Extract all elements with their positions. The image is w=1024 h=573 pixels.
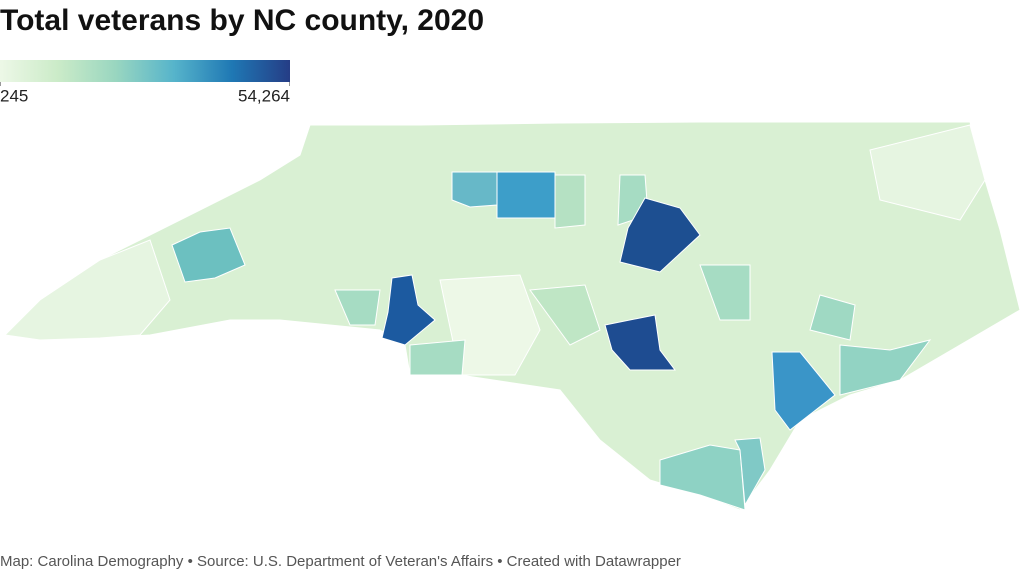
legend-label: 54,264 [238, 86, 290, 105]
county [529, 284, 601, 346]
map-title: Total veterans by NC county, 2020 [0, 4, 484, 37]
county [869, 124, 986, 221]
county [334, 289, 381, 326]
legend: 245 54,264 [0, 82, 290, 105]
county [619, 197, 701, 273]
county [771, 351, 836, 431]
county [839, 339, 932, 396]
county [381, 274, 436, 346]
legend-label: 245 [0, 86, 28, 105]
state-map [3, 121, 1021, 511]
county [659, 444, 746, 511]
county [699, 264, 751, 321]
legend-bar [0, 60, 290, 82]
county [171, 227, 246, 283]
county [809, 294, 856, 341]
county [604, 314, 676, 371]
county [496, 171, 556, 219]
county [554, 174, 586, 229]
county [734, 437, 766, 507]
county [451, 171, 498, 208]
county [409, 339, 466, 376]
county [3, 239, 171, 341]
footer: Map: Carolina Demography • Source: U.S. … [0, 553, 681, 570]
